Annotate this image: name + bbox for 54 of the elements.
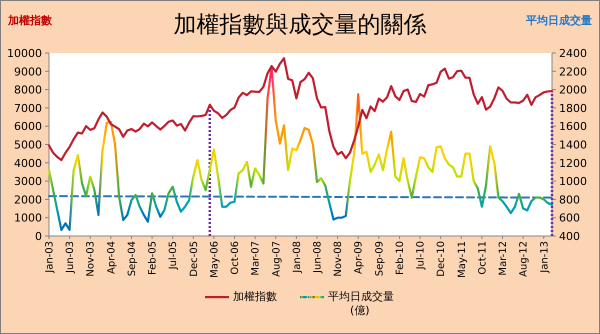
x-tick-label: Jul-05 xyxy=(168,241,180,270)
y2-tick-label: 1400 xyxy=(559,138,587,152)
y2-tick-label: 400 xyxy=(559,230,580,243)
x-tick-label: Aug-07 xyxy=(271,241,282,277)
y2-tick-label: 600 xyxy=(559,212,580,225)
line-series xyxy=(48,57,554,162)
x-tick-label: Oct-11 xyxy=(477,241,488,275)
y2-tick-label: 2000 xyxy=(559,84,587,97)
x-tick-label: Mar-07 xyxy=(250,241,262,276)
y2-tick-label: 800 xyxy=(559,193,580,206)
y2-tick-label: 2400 xyxy=(559,47,587,60)
y-tick-label: 1000 xyxy=(14,212,42,225)
y-tick-label: 2000 xyxy=(14,193,42,206)
x-tick-label: Jun-08 xyxy=(312,241,324,274)
x-tick-label: Jan-08 xyxy=(292,241,303,274)
y-tick-label: 0 xyxy=(35,230,42,243)
y-tick-label: 7000 xyxy=(14,102,42,115)
x-tick-label: Sep-09 xyxy=(374,241,386,276)
y-tick-label: 5000 xyxy=(14,138,42,152)
y-tick-label: 10000 xyxy=(7,47,42,60)
x-tick-label: Apr-09 xyxy=(354,241,365,274)
x-tick-label: May-11 xyxy=(456,241,468,278)
chart-title: 加權指數與成交量的關係 xyxy=(174,12,426,38)
x-tick-label: Dec-05 xyxy=(188,241,200,277)
y-tick-label: 9000 xyxy=(14,65,42,78)
legend-label: 平均日成交量 (億) xyxy=(328,290,394,317)
y-tick-label: 3000 xyxy=(14,175,42,188)
y2-tick-label: 1600 xyxy=(559,120,587,134)
y2-tick-label: 2200 xyxy=(559,65,587,78)
x-tick-label: Feb-10 xyxy=(394,241,406,276)
y2-tick-label: 1000 xyxy=(559,175,587,188)
x-tick-label: Dec-10 xyxy=(436,241,448,277)
x-tick-label: Jan-03 xyxy=(44,241,56,274)
y-tick-label: 6000 xyxy=(14,120,42,134)
x-tick-label: Oct-06 xyxy=(230,241,242,275)
y-tick-label: 8000 xyxy=(14,84,42,97)
y-tick-label: 4000 xyxy=(14,156,42,170)
x-tick-label: Apr-04 xyxy=(106,241,118,274)
x-tick-label: Nov-08 xyxy=(333,241,344,277)
y2-axis-title: 平均日成交量 xyxy=(525,14,592,27)
x-tick-label: May-06 xyxy=(209,241,220,278)
y2-tick-label: 1800 xyxy=(559,102,587,115)
x-tick-label: Feb-05 xyxy=(148,241,159,276)
x-tick-label: Aug-12 xyxy=(518,241,530,277)
x-tick-label: Jul-10 xyxy=(416,241,427,270)
x-tick-label: Jun-03 xyxy=(65,241,76,274)
y2-tick-label: 1200 xyxy=(559,156,587,170)
legend-label: 加權指數 xyxy=(233,290,277,303)
x-tick-label: Jan-13 xyxy=(539,241,550,274)
x-tick-label: Nov-03 xyxy=(86,241,97,277)
y-axis-title: 加權指數 xyxy=(7,14,53,27)
x-tick-label: Mar-12 xyxy=(498,241,510,276)
x-tick-label: Sep-04 xyxy=(126,241,138,276)
line-series xyxy=(48,66,554,232)
